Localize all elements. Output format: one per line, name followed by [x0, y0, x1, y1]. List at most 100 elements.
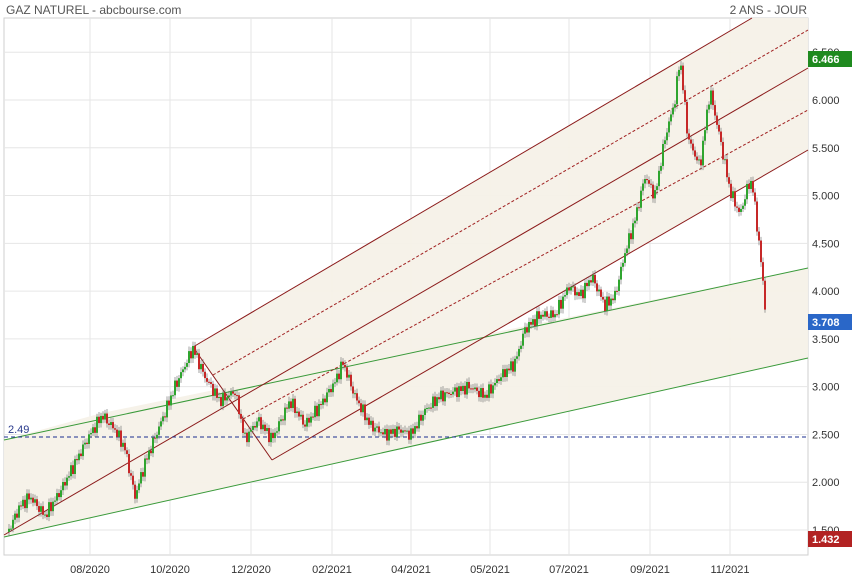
candle-body: [446, 392, 448, 394]
candle-body: [676, 76, 678, 105]
candle-body: [88, 434, 90, 445]
candle-body: [36, 499, 38, 507]
candle-body: [202, 363, 204, 372]
candle-body: [354, 393, 356, 395]
candle-body: [426, 407, 428, 409]
candle-body: [574, 286, 576, 296]
candle-body: [450, 394, 452, 396]
candle-body: [646, 179, 648, 181]
candle-body: [122, 442, 124, 447]
candle-body: [80, 453, 82, 457]
candle-body: [106, 413, 108, 424]
x-tick-label: 02/2021: [312, 564, 352, 576]
candle-body: [510, 361, 512, 371]
candle-body: [188, 351, 190, 363]
candle-body: [408, 430, 410, 440]
candle-body: [546, 311, 548, 317]
y-tick-label: 2.000: [812, 477, 840, 489]
candle-body: [456, 387, 458, 398]
candle-body: [58, 493, 60, 498]
candle-body: [530, 321, 532, 325]
y-tick-label: 4.000: [812, 286, 840, 298]
candle-body: [682, 65, 684, 91]
candle-body: [330, 389, 332, 393]
candle-body: [424, 408, 426, 416]
candle-body: [454, 387, 456, 392]
candle-body: [628, 233, 630, 249]
candle-body: [610, 298, 612, 306]
candle-body: [402, 430, 404, 433]
candle-body: [352, 386, 354, 394]
min-price-tag: 1.432: [808, 531, 852, 547]
candle-body: [430, 407, 432, 409]
candle-body: [502, 369, 504, 378]
candle-body: [180, 372, 182, 379]
candles: [8, 60, 766, 537]
candle-body: [154, 437, 156, 439]
candle-body: [614, 290, 616, 301]
candle-body: [644, 179, 646, 184]
candle-body: [356, 393, 358, 401]
candle-body: [134, 484, 136, 499]
candle-body: [28, 493, 30, 500]
candle-body: [72, 465, 74, 474]
candle-body: [232, 391, 234, 394]
candle-body: [210, 382, 212, 384]
candle-body: [272, 432, 274, 439]
candle-body: [458, 386, 460, 398]
candle-body: [310, 416, 312, 423]
candle-body: [464, 385, 466, 395]
candle-body: [284, 407, 286, 421]
candle-body: [102, 415, 104, 420]
candle-body: [414, 426, 416, 434]
candle-body: [688, 133, 690, 140]
candle-body: [12, 519, 14, 529]
candle-body: [762, 262, 764, 281]
candle-body: [608, 296, 610, 306]
candle-body: [584, 282, 586, 299]
y-tick-label: 5.000: [812, 191, 840, 203]
candle-body: [620, 266, 622, 280]
candle-body: [42, 506, 44, 515]
candle-body: [372, 420, 374, 432]
candle-body: [734, 191, 736, 207]
max-price-tag-text: 6.466: [812, 54, 840, 66]
max-price-tag-bg: [808, 51, 852, 67]
candle-body: [112, 422, 114, 429]
candle-body: [298, 411, 300, 417]
candle-body: [486, 394, 488, 398]
candle-body: [116, 429, 118, 437]
candle-body: [324, 398, 326, 403]
candle-body: [598, 289, 600, 292]
reference-line: 2.49: [4, 424, 808, 438]
candle-body: [296, 411, 298, 413]
candle-body: [240, 413, 242, 419]
candle-body: [650, 183, 652, 185]
candle-body: [318, 404, 320, 417]
candle-body: [62, 481, 64, 491]
candle-body: [382, 432, 384, 435]
candle-body: [206, 378, 208, 382]
candle-body: [562, 296, 564, 309]
candle-body: [438, 397, 440, 400]
candle-body: [10, 528, 12, 530]
candle-body: [542, 314, 544, 317]
candle-body: [588, 280, 590, 287]
candle-body: [626, 248, 628, 254]
candle-body: [220, 397, 222, 407]
x-axis: 08/2020 10/2020 12/2020 02/2021 04/2021 05/20…: [70, 564, 749, 576]
candle-body: [292, 398, 294, 409]
candle-body: [492, 385, 494, 394]
candle-body: [410, 428, 412, 440]
candle-body: [282, 419, 284, 421]
candle-body: [346, 367, 348, 378]
candle-body: [432, 396, 434, 408]
candle-body: [110, 422, 112, 425]
candle-body: [552, 310, 554, 318]
candle-body: [638, 207, 640, 209]
candle-body: [156, 434, 158, 439]
candle-body: [670, 114, 672, 122]
candle-body: [742, 205, 744, 209]
candle-body: [262, 424, 264, 430]
